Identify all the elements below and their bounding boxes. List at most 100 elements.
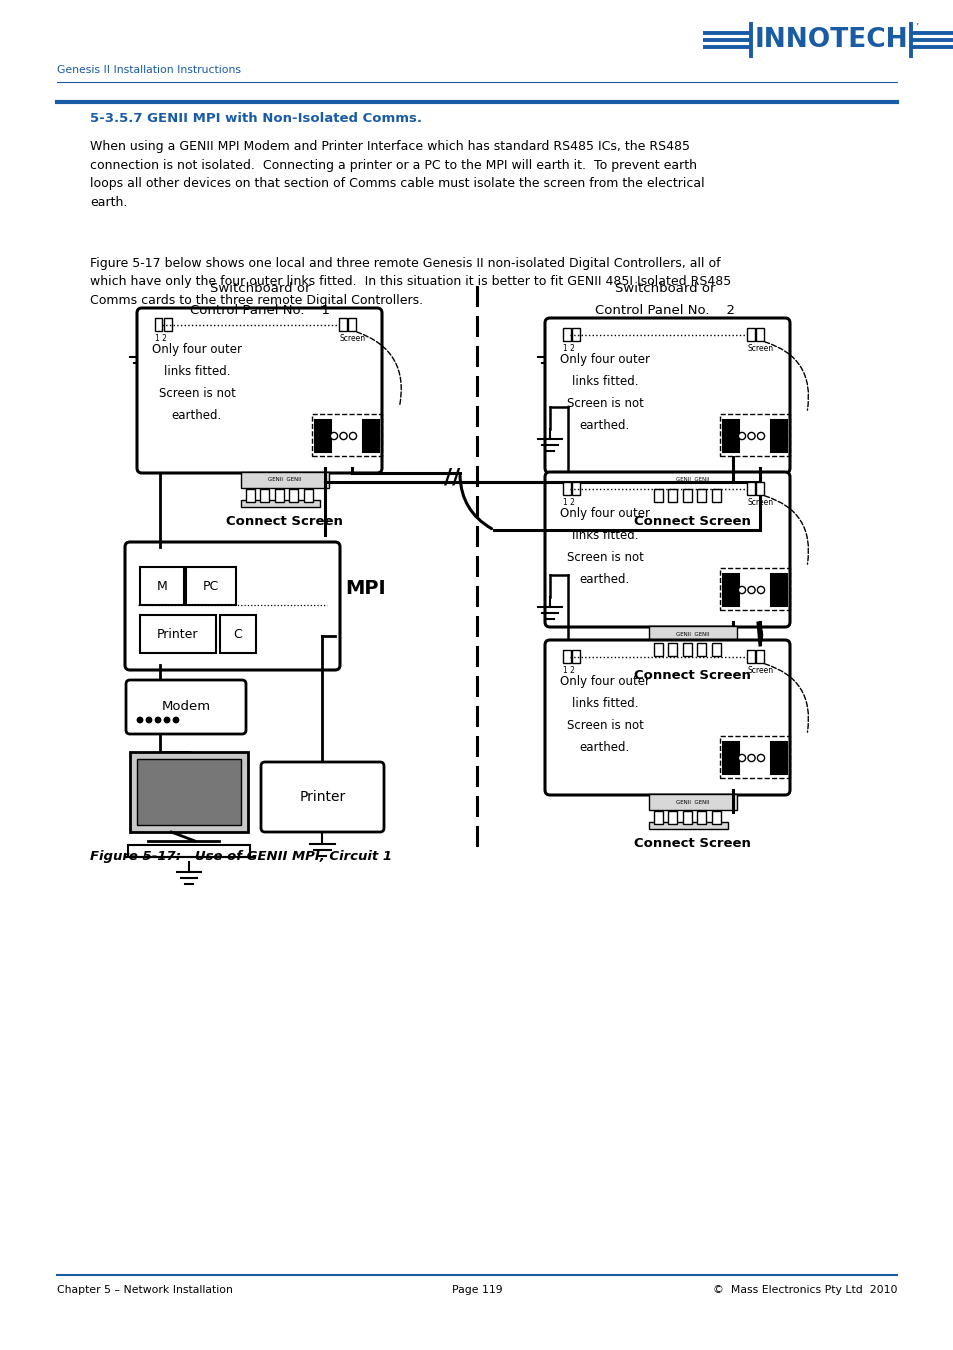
Text: Only four outer: Only four outer [559,352,649,366]
Bar [572,482,578,495]
Bar [274,489,283,502]
Text: C: C [233,628,242,640]
Text: Printer: Printer [157,628,198,640]
Bar [648,822,727,829]
FancyBboxPatch shape [544,472,789,626]
Bar [667,489,677,502]
Text: Modem: Modem [161,701,211,714]
Text: earthed.: earthed. [579,572,630,586]
Circle shape [738,586,745,594]
Bar [363,420,370,452]
Bar [720,736,789,778]
Text: earthed.: earthed. [579,418,630,432]
Circle shape [146,717,152,722]
Bar [746,482,754,495]
Text: Connect Screen: Connect Screen [634,514,750,528]
Text: Screen is not: Screen is not [566,397,642,410]
Bar [240,500,319,508]
FancyBboxPatch shape [126,680,246,734]
Text: Screen: Screen [746,344,772,352]
Bar [338,319,346,331]
Text: Control Panel No.    1: Control Panel No. 1 [190,304,330,317]
Bar [711,643,720,656]
Bar [720,414,789,456]
Bar [682,811,691,824]
Text: Screen: Screen [338,333,365,343]
Text: M: M [156,579,167,593]
Bar [648,472,736,487]
Bar [572,328,578,342]
Text: Only four outer: Only four outer [559,508,649,520]
Bar [562,328,570,342]
Text: links fitted.: links fitted. [571,529,638,541]
Circle shape [757,432,763,440]
Bar [697,489,705,502]
Bar [303,489,313,502]
Text: Screen is not: Screen is not [158,387,235,400]
Bar [348,319,355,331]
Text: Screen is not: Screen is not [566,720,642,732]
Text: 1 2: 1 2 [154,333,167,343]
Circle shape [330,432,337,440]
Text: Figure 5-17:   Use of GENII MPI, Circuit 1: Figure 5-17: Use of GENII MPI, Circuit 1 [90,850,392,863]
Bar [755,649,762,663]
Bar [653,489,662,502]
Text: GENII  GENII: GENII GENII [676,632,709,636]
FancyBboxPatch shape [137,308,381,472]
Text: GENII  GENII: GENII GENII [676,799,709,805]
Text: links fitted.: links fitted. [164,364,230,378]
Text: MPI: MPI [345,579,385,598]
Bar [755,482,762,495]
Text: 1 2: 1 2 [562,666,575,675]
Bar [722,574,729,606]
FancyBboxPatch shape [220,616,255,653]
Circle shape [137,717,143,722]
Circle shape [349,432,356,440]
Bar [562,649,570,663]
Text: GENII  GENII: GENII GENII [268,478,301,482]
Bar [137,759,241,825]
Bar [746,649,754,663]
Text: earthed.: earthed. [579,741,630,755]
Bar [372,420,378,452]
Bar [648,794,736,810]
Bar [682,643,691,656]
Text: 1 2: 1 2 [562,498,575,508]
Bar [260,489,269,502]
Text: Switchboard or: Switchboard or [210,282,310,296]
Bar [755,328,762,342]
Bar [312,414,381,456]
Bar [682,489,691,502]
Text: Screen is not: Screen is not [566,551,642,564]
Bar [697,811,705,824]
Bar [240,472,329,487]
Text: earthed.: earthed. [172,409,222,423]
Circle shape [339,432,347,440]
Bar [780,743,786,774]
Circle shape [747,755,755,761]
Text: ’: ’ [914,23,917,32]
Circle shape [747,586,755,594]
Bar [720,568,789,610]
Bar [711,811,720,824]
Bar [780,574,786,606]
Text: Switchboard or: Switchboard or [614,282,715,296]
Text: Only four outer: Only four outer [152,343,242,356]
Text: 1 2: 1 2 [562,344,575,352]
Bar [648,500,727,508]
FancyBboxPatch shape [261,761,384,832]
Text: Genesis II Installation Instructions: Genesis II Installation Instructions [57,65,241,76]
Bar [653,643,662,656]
Bar [770,574,778,606]
Bar [572,649,578,663]
Bar [648,653,727,662]
Circle shape [757,586,763,594]
Bar [314,420,322,452]
Bar [653,811,662,824]
Text: Connect Screen: Connect Screen [634,837,750,850]
Text: ©  Mass Electronics Pty Ltd  2010: © Mass Electronics Pty Ltd 2010 [712,1285,896,1295]
FancyBboxPatch shape [140,616,215,653]
Text: Page 119: Page 119 [451,1285,502,1295]
Text: Screen: Screen [746,666,772,675]
Circle shape [738,432,745,440]
